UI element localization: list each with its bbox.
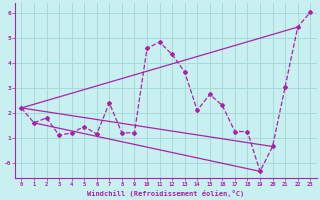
X-axis label: Windchill (Refroidissement éolien,°C): Windchill (Refroidissement éolien,°C) (87, 190, 244, 197)
